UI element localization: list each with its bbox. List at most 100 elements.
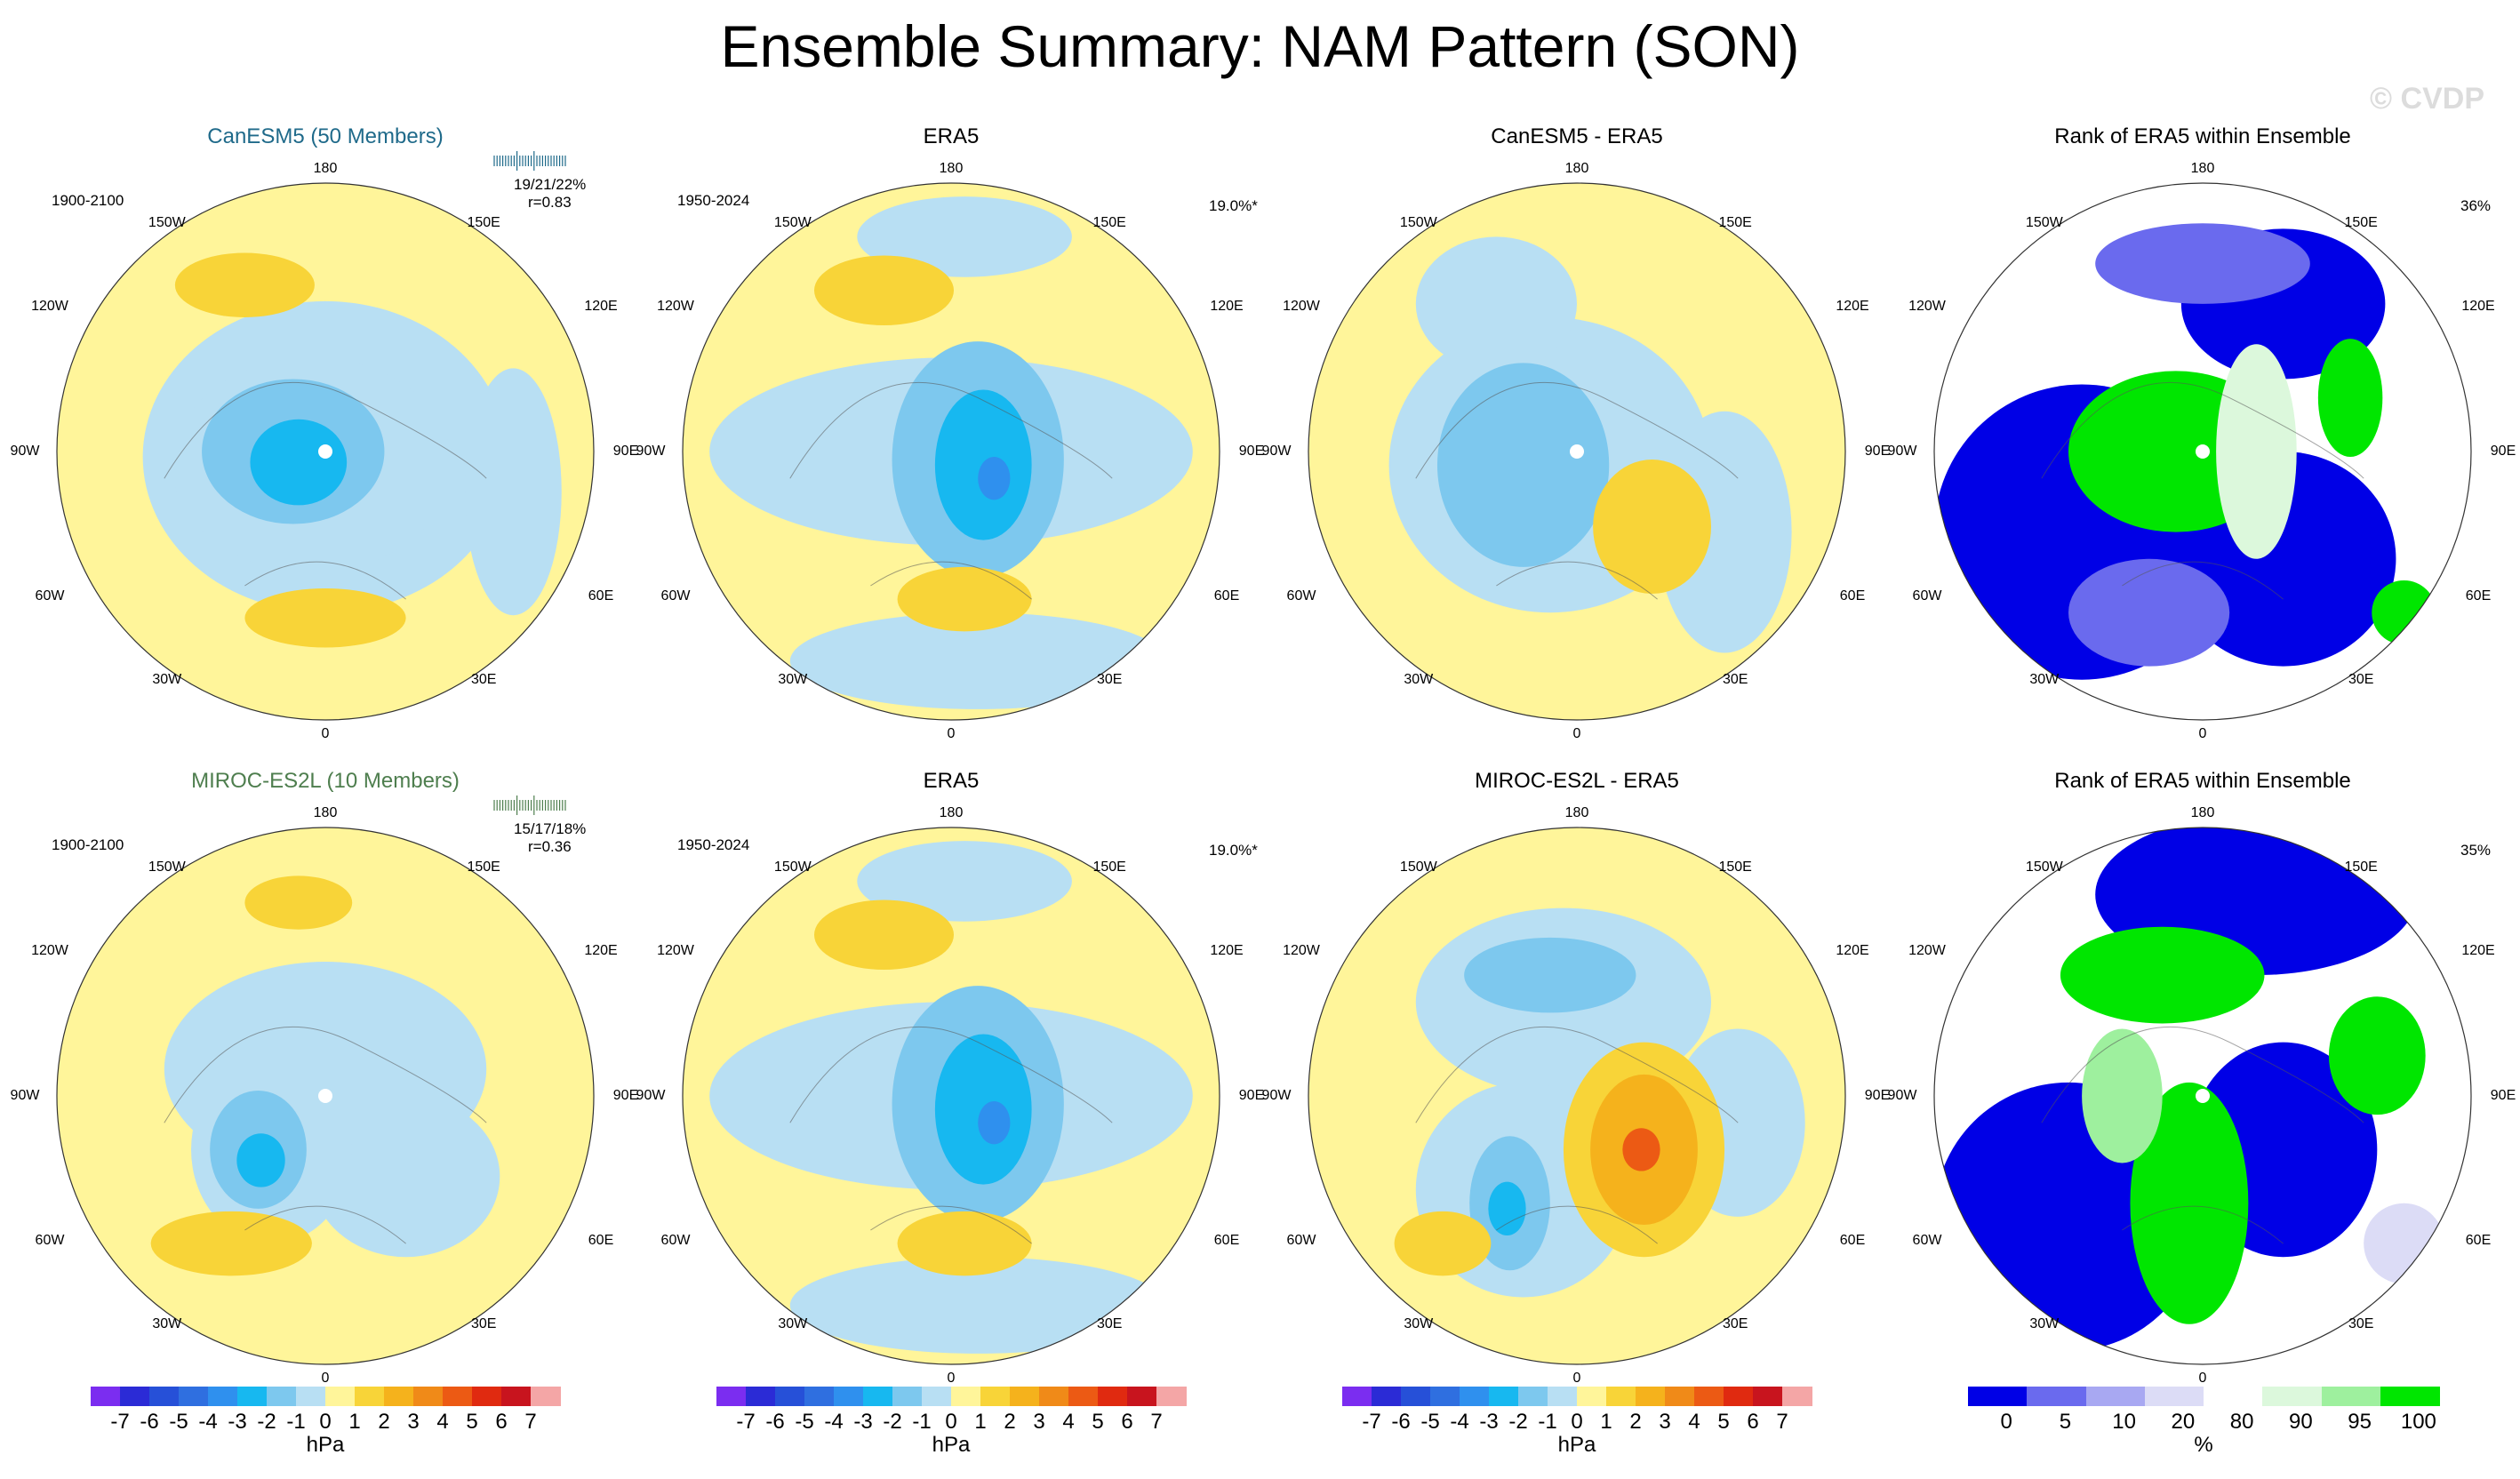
map-border [682,827,1220,1365]
map-border [1933,827,2472,1365]
map-border [682,182,1220,721]
variance-percent: 19.0%* [1209,197,1258,214]
anomaly-region-4 [250,419,348,506]
lon-label: 0 [321,726,330,741]
lon-label: 120W [31,942,68,958]
coastline [164,381,487,479]
anomaly-region-2 [857,196,1072,277]
colorbar-tick-label: 20 [2171,1410,2196,1434]
anomaly-region-2 [311,1096,500,1258]
colorbar-tick-label: 80 [2229,1410,2254,1434]
panel-title: ERA5 [923,124,980,148]
colorbar-tick-label: 5 [466,1410,478,1434]
anomaly-region-5 [1593,460,1712,595]
coastline [2041,381,2364,479]
colorbar-swatch [1127,1387,1157,1406]
lon-label: 120E [1210,298,1244,314]
colorbar-tick-label: 7 [1150,1410,1163,1434]
lon-label: 90W [1887,1088,1917,1103]
anomaly-region-8 [2372,580,2436,645]
lon-label: 60E [1213,1233,1240,1249]
anomaly-region-4 [2095,223,2310,304]
period-label: 1900-2100 [52,192,124,209]
colorbar-swatch [834,1387,864,1406]
anomaly-region-7 [813,899,955,971]
lon-label: 180 [939,161,964,176]
colorbar-tick-label: -6 [765,1410,785,1434]
colorbar-tick-label: 2 [1629,1410,1642,1434]
lon-label: 30E [2348,1315,2374,1331]
map-border [56,827,595,1365]
anomaly-region-6 [978,457,1011,500]
coastline [244,1205,406,1244]
lon-label: 150W [773,859,812,875]
panel-title: MIROC-ES2L (10 Members) [191,769,460,793]
anomaly-region-6 [978,1101,1011,1145]
map-era5-top [683,183,1220,720]
colorbar-swatch [1665,1387,1695,1406]
lon-label: 120E [2461,942,2495,958]
anomaly-region-7 [2082,1028,2163,1163]
colorbar-unit: hPa [306,1433,345,1457]
anomaly-region-5 [2068,558,2230,667]
pattern-correlation: r=0.83 [528,194,572,211]
lon-label: 120E [584,298,618,314]
colorbar-swatch [2380,1387,2440,1406]
period-label: 1950-2024 [677,192,750,209]
lon-label: 90E [1864,444,1891,459]
lon-label: 30E [1722,1315,1748,1331]
map-rank-top [1934,183,2471,720]
colorbar-swatch [922,1387,952,1406]
lon-label: 60W [1286,1233,1316,1249]
lon-label: 120E [1836,298,1869,314]
lon-label: 30E [1096,671,1123,687]
colorbar-tick-label: -1 [1538,1410,1557,1434]
colorbar-swatch [1606,1387,1636,1406]
anomaly-region-2 [1415,236,1577,372]
colorbar-swatch [1372,1387,1402,1406]
lon-label: 60W [1286,588,1316,604]
anomaly-region-5 [236,1133,285,1187]
colorbar-tick-label: -4 [198,1410,218,1434]
lon-label: 30W [778,1315,808,1331]
lon-label: 90W [636,1088,666,1103]
colorbar-tick-label: 5 [2059,1410,2072,1434]
lon-label: 90E [2490,444,2516,459]
coastline [870,561,1032,600]
lon-label: 60E [1213,588,1240,604]
map-canesm5-diff [1308,183,1845,720]
lon-label: 150W [773,215,812,231]
colorbar-swatch [1401,1387,1431,1406]
lon-label: 90W [10,1088,40,1103]
colorbar-swatch [1968,1387,2028,1406]
colorbar-tick-label: -4 [824,1410,844,1434]
colorbar-tick-label: 1 [974,1410,987,1434]
lon-label: 120W [1908,298,1946,314]
colorbar-tick-label: 3 [407,1410,420,1434]
anomaly-region-5 [2130,1082,2249,1324]
lon-label: 30W [152,671,182,687]
lon-label: 120W [1283,942,1320,958]
colorbar-tick-label: 0 [2000,1410,2012,1434]
coastline [1415,381,1739,479]
lon-label: 150E [2344,215,2378,231]
colorbar-tick-label: -5 [1420,1410,1440,1434]
colorbar-swatch [384,1387,414,1406]
coastline [1496,561,1658,600]
anomaly-region-9 [2216,344,2297,559]
coastline [789,381,1113,479]
map-miroc-diff [1308,827,1845,1364]
member-tick-strip [493,151,566,171]
colorbar-swatch [325,1387,356,1406]
coastline [870,1205,1032,1244]
lon-label: 60E [1839,588,1866,604]
colorbar-tick-label: 100 [2400,1410,2436,1434]
colorbar-swatch [716,1387,747,1406]
lon-label: 150E [2344,859,2378,875]
colorbar-tick-label: 90 [2289,1410,2313,1434]
colorbar-swatch [2027,1387,2086,1406]
pole-marker [1570,444,1584,459]
variance-percent: 36% [2460,197,2492,214]
lon-label: 30W [1404,671,1434,687]
colorbar-swatch [863,1387,893,1406]
